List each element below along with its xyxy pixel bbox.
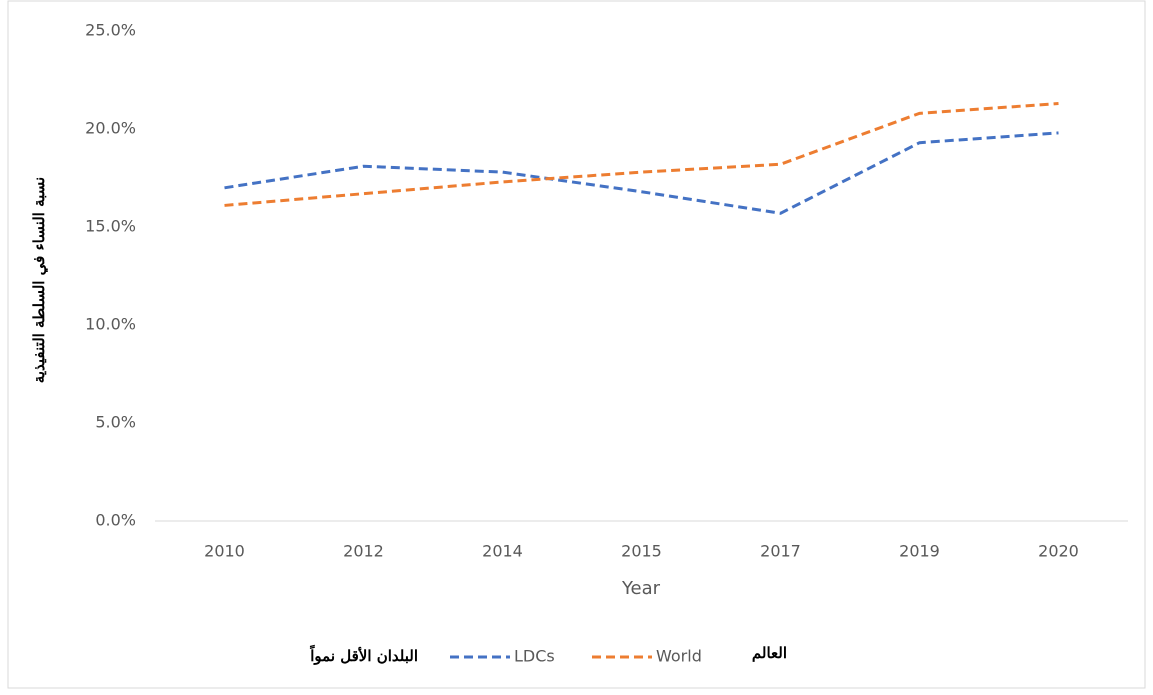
y-tick-label: 10.0% <box>85 315 136 334</box>
y-tick-label: 5.0% <box>95 413 136 432</box>
x-tick-label: 2015 <box>621 542 662 561</box>
x-axis-label: Year <box>621 578 661 599</box>
x-tick-label: 2014 <box>482 542 523 561</box>
x-tick-label: 2012 <box>343 542 384 561</box>
x-tick-label: 2020 <box>1038 542 1079 561</box>
legend-annotation: البلدان الأقل نمواً <box>310 645 418 665</box>
x-tick-label: 2019 <box>899 542 940 561</box>
y-tick-label: 0.0% <box>95 511 136 530</box>
data-line <box>224 131 1059 215</box>
y-tick-label: 25.0% <box>85 21 136 40</box>
y-tick-label: 20.0% <box>85 119 136 138</box>
chart-frame <box>7 0 1146 689</box>
y-tick-label: 15.0% <box>85 217 136 236</box>
legend-annotation: العالم <box>752 644 787 662</box>
x-tick-label: 2010 <box>204 542 245 561</box>
legend-label: LDCs <box>514 647 555 666</box>
y-axis-label: نسبة النساء في السلطة التنفيذية <box>30 177 49 383</box>
data-line <box>224 102 1059 207</box>
legend-label: World <box>656 647 702 666</box>
x-tick-label: 2017 <box>760 542 801 561</box>
